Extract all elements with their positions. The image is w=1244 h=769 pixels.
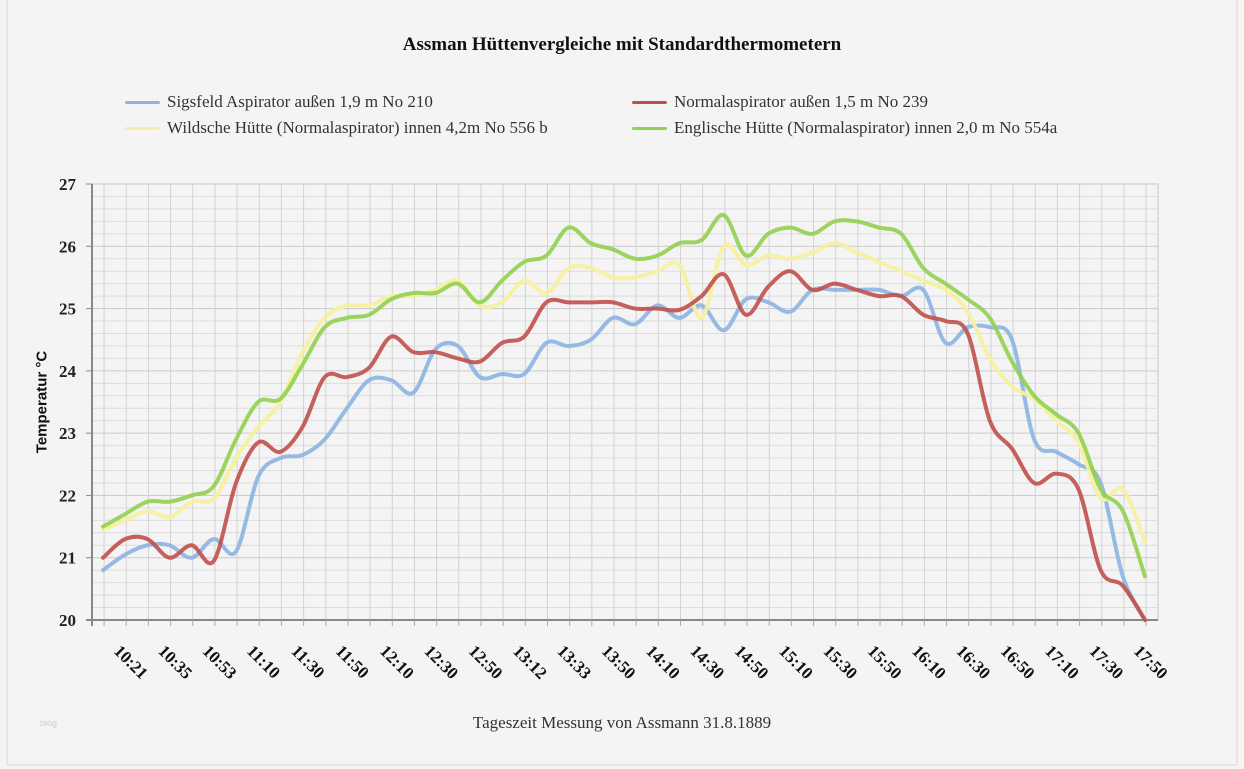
y-tick-label: 23 [59,424,76,443]
x-tick-label: 13:33 [554,641,595,682]
x-tick-label: 14:50 [731,641,772,682]
x-tick-label: 12:30 [421,641,462,682]
x-tick-label: 10:53 [199,641,240,682]
legend-item-sigsfeld: Sigsfeld Aspirator außen 1,9 m No 210 [125,92,433,112]
legend-item-normalaspirator: Normalaspirator außen 1,5 m No 239 [632,92,928,112]
x-tick-label: 17:30 [1086,641,1127,682]
chart-title: Assman Hüttenvergleiche mit Standardther… [402,34,842,55]
x-tick-label: 17:10 [1041,641,1082,682]
x-axis-label: Tageszeit Messung von Assmann 31.8.1889 [472,713,772,732]
series-line [101,285,1147,622]
legend-label: Sigsfeld Aspirator außen 1,9 m No 210 [167,92,433,111]
y-tick-label: 22 [59,486,76,505]
x-tick-label: 12:50 [465,641,506,682]
legend-swatch-green [632,126,667,130]
x-tick-label: 10:21 [110,641,151,682]
x-tick-label: 11:30 [288,641,329,682]
x-tick-label: 11:50 [332,641,373,682]
chart-frame [6,0,1238,766]
x-tick-label: 11:10 [243,641,284,682]
x-tick-label: 15:50 [864,641,905,682]
series-line [101,213,1147,579]
legend-item-englische: Englische Hütte (Normalaspirator) innen … [632,118,1057,138]
legend-item-wildsche: Wildsche Hütte (Normalaspirator) innen 4… [125,118,548,138]
x-tick-labels: 10:21 10:35 10:53 11:10 11:30 11:50 12:10 12:30… [110,641,1171,682]
legend-label: Wildsche Hütte (Normalaspirator) innen 4… [167,118,548,137]
x-tick-label: 16:30 [953,641,994,682]
y-tick-label: 21 [59,549,76,568]
series-lines [101,213,1147,622]
legend-swatch-red [632,100,667,104]
y-tick-label: 24 [59,362,77,381]
x-tick-label: 14:30 [687,641,728,682]
x-tick-label: 15:30 [820,641,861,682]
legend-swatch-blue [125,100,160,104]
series-line [101,241,1147,545]
x-tick-label: 13:12 [509,641,550,682]
y-tick-label: 26 [59,237,76,256]
x-tick-label: 15:10 [775,641,816,682]
x-tick-label: 10:35 [155,641,196,682]
x-tick-label: 16:50 [997,641,1038,682]
x-tick-label: 14:10 [642,641,683,682]
y-tick-label: 27 [59,175,77,194]
x-tick-label: 16:10 [908,641,949,682]
series-line [101,269,1147,622]
legend-swatch-yellow [125,126,160,130]
grid [91,183,1159,621]
y-tick-label: 20 [59,611,76,630]
legend-label: Normalaspirator außen 1,5 m No 239 [674,92,928,111]
legend-label: Englische Hütte (Normalaspirator) innen … [674,118,1058,137]
x-tick-label: 17:50 [1130,641,1171,682]
x-tick-label: 13:50 [598,641,639,682]
axes [86,183,1158,626]
legend: Sigsfeld Aspirator außen 1,9 m No 210 No… [0,92,1244,152]
y-tick-labels: 20 21 22 23 24 25 26 27 [59,175,77,630]
y-tick-label: 25 [59,300,76,319]
x-tick-label: 12:10 [376,641,417,682]
watermark: blog [40,718,58,728]
